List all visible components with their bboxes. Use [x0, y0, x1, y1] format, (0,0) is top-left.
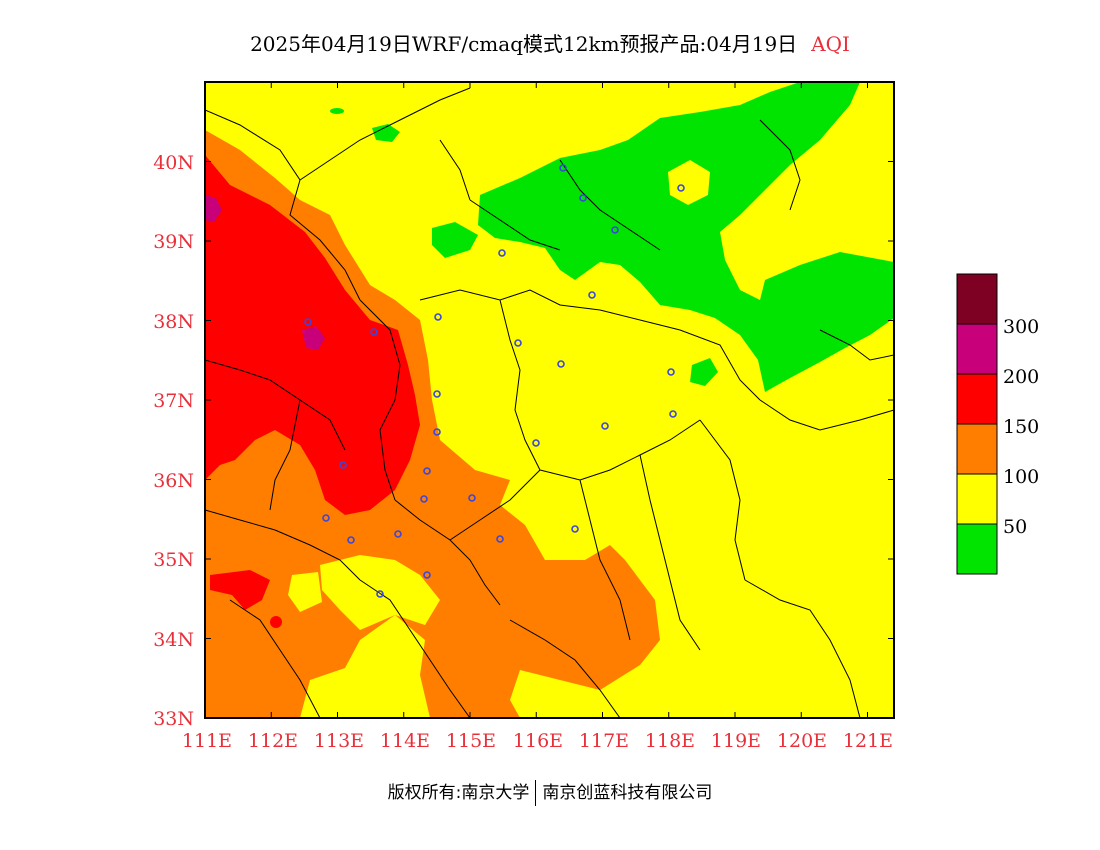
aqi-very-unhealthy-region: [205, 195, 222, 222]
city-marker: [423, 467, 431, 475]
x-tick-label: 115E: [446, 730, 496, 752]
x-tick-label: 121E: [843, 730, 893, 752]
city-marker: [496, 535, 504, 543]
aqi-unhealthy-patch: [270, 616, 282, 628]
legend-swatch-moderate: [956, 473, 998, 525]
footer-separator: [535, 780, 537, 806]
legend-swatch-very-unhealthy: [956, 323, 998, 375]
x-tick-label: 118E: [645, 730, 695, 752]
boundary-lines: [205, 87, 894, 718]
city-marker: [468, 494, 476, 502]
y-tick-label: 40N: [153, 152, 194, 174]
map-title: 2025年04月19日WRF/cmaq模式12km预报产品:04月19日 AQI: [0, 28, 1100, 57]
y-axis-labels: 33N 34N 35N 36N 37N 38N 39N 40N: [153, 152, 194, 730]
legend-swatch-unhealthy: [956, 373, 998, 425]
aqi-very-unhealthy-region: [302, 326, 325, 350]
aqi-good-patch: [372, 124, 400, 142]
x-tick-label: 112E: [248, 730, 298, 752]
legend-label: 100: [1003, 466, 1039, 488]
city-marker: [557, 360, 565, 368]
city-marker: [433, 428, 441, 436]
city-marker: [394, 530, 402, 538]
city-marker: [423, 571, 431, 579]
y-tick-label: 36N: [153, 470, 194, 492]
x-tick-label: 119E: [711, 730, 761, 752]
city-marker: [370, 328, 378, 336]
city-marker: [611, 226, 619, 234]
city-marker: [667, 368, 675, 376]
city-marker: [588, 291, 596, 299]
aqi-moderate-pocket: [320, 555, 440, 630]
x-axis-labels: 111E 112E 113E 114E 115E 116E 117E 118E …: [182, 730, 893, 752]
title-variable: AQI: [811, 32, 850, 56]
aqi-fields: [205, 82, 894, 718]
y-tick-label: 38N: [153, 311, 194, 333]
city-marker: [571, 525, 579, 533]
city-marker: [677, 184, 685, 192]
city-marker: [669, 410, 677, 418]
footer-copyright: 版权所有:南京大学: [387, 783, 530, 803]
aqi-good-patch: [432, 222, 478, 258]
aqi-moderate-pocket: [288, 572, 322, 612]
city-marker: [559, 164, 567, 172]
x-tick-label: 120E: [777, 730, 827, 752]
y-tick-label: 33N: [153, 708, 194, 730]
x-tick-label: 113E: [314, 730, 364, 752]
x-tick-label: 111E: [182, 730, 232, 752]
x-tick-label: 117E: [579, 730, 629, 752]
y-tick-label: 39N: [153, 231, 194, 253]
city-marker: [579, 194, 587, 202]
aqi-good-patch: [330, 108, 344, 114]
axis-ticks: [204, 82, 894, 719]
legend-label: 50: [1003, 516, 1027, 538]
footer-company: 南京创蓝科技有限公司: [542, 783, 713, 803]
aqi-good-region: [478, 82, 894, 392]
x-tick-label: 114E: [380, 730, 430, 752]
city-marker: [339, 461, 347, 469]
city-marker: [514, 339, 522, 347]
city-marker: [420, 495, 428, 503]
aqi-good-patch: [690, 358, 718, 386]
y-tick-label: 34N: [153, 629, 194, 651]
legend-label: 150: [1003, 416, 1039, 438]
city-marker: [322, 514, 330, 522]
title-main: 2025年04月19日WRF/cmaq模式12km预报产品:04月19日: [250, 32, 798, 56]
city-marker: [433, 390, 441, 398]
legend-label: 200: [1003, 366, 1039, 388]
city-marker: [376, 590, 384, 598]
city-marker: [434, 313, 442, 321]
aqi-unhealthy-patch: [210, 570, 270, 610]
legend-label: 300: [1003, 316, 1039, 338]
footer: 版权所有:南京大学 南京创蓝科技有限公司: [0, 778, 1100, 806]
y-tick-label: 35N: [153, 549, 194, 571]
city-marker: [601, 422, 609, 430]
legend-swatch-good: [956, 523, 998, 575]
city-marker: [347, 536, 355, 544]
y-tick-label: 37N: [153, 390, 194, 412]
city-marker: [498, 249, 506, 257]
x-tick-label: 116E: [513, 730, 563, 752]
aqi-moderate-pocket: [668, 160, 710, 205]
aqi-legend: 300 200 150 100 50: [956, 273, 1039, 575]
city-marker: [532, 439, 540, 447]
legend-swatch-hazardous: [956, 273, 998, 325]
legend-swatch-sensitive: [956, 423, 998, 475]
city-markers: [304, 164, 685, 598]
city-marker: [304, 318, 312, 326]
